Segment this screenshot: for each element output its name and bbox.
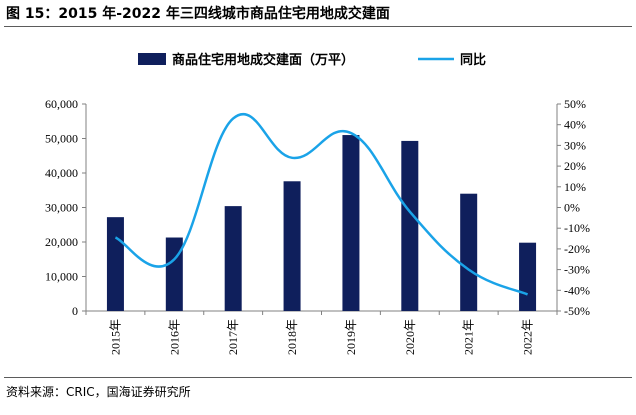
title-divider — [4, 26, 632, 27]
right-axis-tick-label: 40% — [564, 118, 586, 132]
x-axis-tick-label: 2016年 — [167, 319, 181, 355]
x-axis-tick-label: 2015年 — [108, 319, 122, 355]
bar-2015年 — [106, 217, 124, 311]
right-axis-tick-label: 30% — [564, 138, 586, 152]
right-axis-tick-label: -50% — [564, 304, 590, 318]
axes: 0 10,000 20,000 30,000 40,000 50,000 60,000 -50… — [45, 97, 590, 355]
x-axis-tick-label: 2019年 — [344, 319, 358, 355]
left-axis-tick-label: 0 — [72, 304, 78, 318]
bar-2018年 — [283, 181, 301, 311]
bar-2020年 — [401, 140, 419, 311]
right-axis-tick-label: -20% — [564, 242, 590, 256]
x-axis-tick-label: 2021年 — [462, 319, 476, 355]
chart: 0 10,000 20,000 30,000 40,000 50,000 60,000 -50… — [45, 52, 590, 355]
right-axis-tick-label: -40% — [564, 283, 590, 297]
bar-2021年 — [460, 193, 478, 311]
bar-2017年 — [224, 206, 242, 311]
right-axis-tick-label: 20% — [564, 159, 586, 173]
right-axis-tick-label: 50% — [564, 97, 586, 111]
legend-bar-swatch — [138, 53, 166, 65]
legend-bar-label: 商品住宅用地成交建面（万平） — [172, 52, 354, 68]
bar-2022年 — [519, 242, 537, 311]
left-axis-tick-label: 60,000 — [45, 97, 78, 111]
x-axis-tick-label: 2018年 — [285, 319, 299, 355]
bar-2016年 — [165, 237, 183, 311]
footer-divider — [4, 377, 632, 378]
left-axis-tick-label: 20,000 — [45, 235, 78, 249]
left-axis-tick-label: 10,000 — [45, 270, 78, 284]
yoy-line — [114, 113, 529, 296]
right-axis-tick-label: -10% — [564, 221, 590, 235]
figure-title: 图 15：2015 年-2022 年三四线城市商品住宅用地成交建面 — [6, 6, 390, 22]
x-axis-tick-label: 2017年 — [226, 319, 240, 355]
left-axis-tick-label: 30,000 — [45, 201, 78, 215]
source-note: 资料来源：CRIC，国海证券研究所 — [6, 385, 191, 399]
right-axis-tick-label: 0% — [564, 201, 580, 215]
right-axis-tick-label: 10% — [564, 180, 586, 194]
x-axis-tick-label: 2020年 — [403, 319, 417, 355]
line-series — [114, 113, 529, 296]
legend-line-label: 同比 — [460, 52, 486, 68]
x-axis-tick-label: 2022年 — [521, 319, 535, 355]
bar-series — [106, 135, 537, 311]
right-axis-tick-label: -30% — [564, 263, 590, 277]
bar-2019年 — [342, 135, 360, 311]
left-axis-tick-label: 40,000 — [45, 166, 78, 180]
left-axis-tick-label: 50,000 — [45, 132, 78, 146]
legend: 商品住宅用地成交建面（万平） 同比 — [138, 52, 486, 68]
